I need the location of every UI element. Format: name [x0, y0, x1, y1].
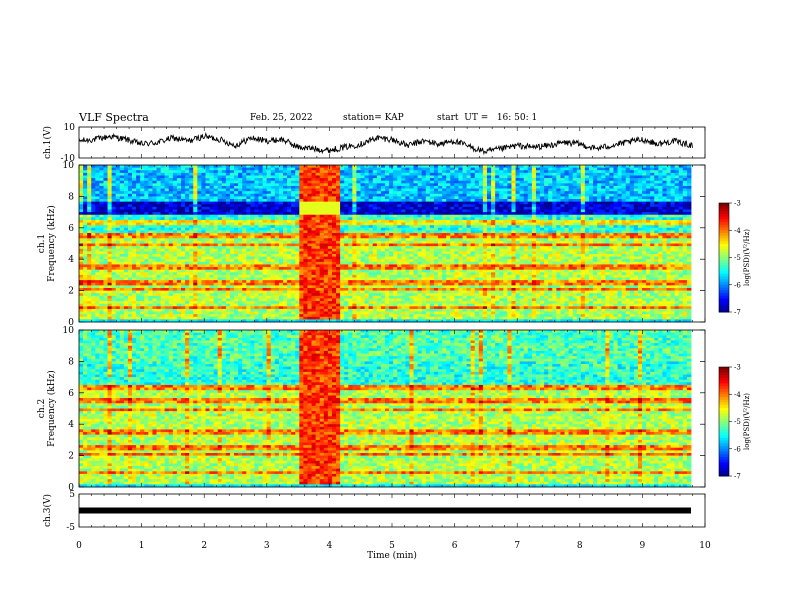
- ch1-spec-ytick-label: 10: [63, 161, 75, 171]
- ch1-spec-colorbar-label: log(PSD)(V²/Hz): [743, 229, 751, 286]
- x-tick-label: 1: [139, 541, 145, 551]
- ch1-spec-ytick-label: 2: [68, 287, 74, 297]
- date-label: Feb. 25, 2022: [250, 113, 313, 123]
- x-tick-label: 9: [640, 541, 646, 551]
- ch3-ylabel: ch.3(V): [42, 494, 53, 527]
- ch3-waveform-line: [79, 507, 691, 514]
- ch1-spec-colorbar-tick-label: -3: [734, 200, 741, 208]
- ch1-spec-ytick-label: 6: [68, 224, 74, 234]
- ch1-spec-ytick-label: 8: [68, 192, 74, 202]
- ch3-ytick-label: -5: [66, 523, 75, 533]
- ch1-spec-channel-label: ch.1: [37, 234, 47, 253]
- ch1-frame: [78, 126, 706, 159]
- x-tick-label: 10: [699, 541, 711, 551]
- ch1-spec-colorbar-tick-label: -6: [734, 281, 741, 289]
- station-label: station= KAP: [343, 113, 404, 123]
- x-axis-label: Time (min): [367, 550, 417, 561]
- x-tick-label: 6: [452, 541, 458, 551]
- ch2-spec-heatmap: [79, 330, 692, 488]
- x-tick-label: 7: [514, 541, 520, 551]
- x-tick-label: 2: [201, 541, 207, 551]
- ch1-spec-ytick-label: 4: [68, 255, 74, 265]
- ch1-ytick-label: 10: [64, 123, 76, 133]
- ch1-ytick-label: -10: [61, 154, 76, 164]
- ch1-spec-colorbar-tick-label: -4: [734, 227, 741, 235]
- chart-title: VLF Spectra: [79, 111, 149, 124]
- ch2-spec-colorbar-tick-label: -7: [734, 473, 741, 481]
- ch2-spec-colorbar-tick-label: -4: [734, 391, 741, 399]
- ch1-spec-ylabel: Frequency (kHz): [46, 205, 57, 282]
- ch1-spec-colorbar-tick-label: -7: [734, 309, 741, 317]
- ch2-spec-colorbar: [719, 367, 729, 477]
- ch1-waveform-line: [78, 131, 693, 156]
- ch2-spec-ytick-label: 8: [68, 357, 74, 367]
- ch2-spec-colorbar-tick-label: -3: [734, 364, 741, 372]
- ch2-spec-ylabel: Frequency (kHz): [46, 370, 57, 447]
- ch1-ylabel: ch.1(V): [42, 126, 53, 159]
- ch2-spec-colorbar-tick-label: -5: [734, 418, 741, 426]
- ch1-spec-heatmap: [79, 165, 692, 323]
- x-tick-label: 8: [577, 541, 583, 551]
- ch2-spec-ytick-label: 6: [68, 389, 74, 399]
- x-tick-label: 0: [76, 541, 82, 551]
- start-time-label: start UT = 16: 50: 1: [437, 113, 538, 123]
- ch1-spec-ytick-label: 0: [68, 318, 74, 328]
- ch1-spec-colorbar: [719, 203, 729, 313]
- ch2-spec-ytick-label: 4: [68, 420, 74, 430]
- ch2-spec-colorbar-label: log(PSD)(V²/Hz): [743, 393, 751, 450]
- ch2-spec-ytick-label: 0: [68, 483, 74, 493]
- x-tick-label: 3: [264, 541, 270, 551]
- x-tick-label: 4: [327, 541, 333, 551]
- ch3-ytick-label: 5: [69, 490, 75, 500]
- ch2-spec-channel-label: ch.2: [37, 399, 47, 418]
- x-tick-label: 5: [389, 541, 395, 551]
- ch2-spec-ytick-label: 2: [68, 452, 74, 462]
- ch2-spec-ytick-label: 10: [63, 326, 75, 336]
- ch1-spec-colorbar-tick-label: -5: [734, 254, 741, 262]
- ch2-spec-colorbar-tick-label: -6: [734, 445, 741, 453]
